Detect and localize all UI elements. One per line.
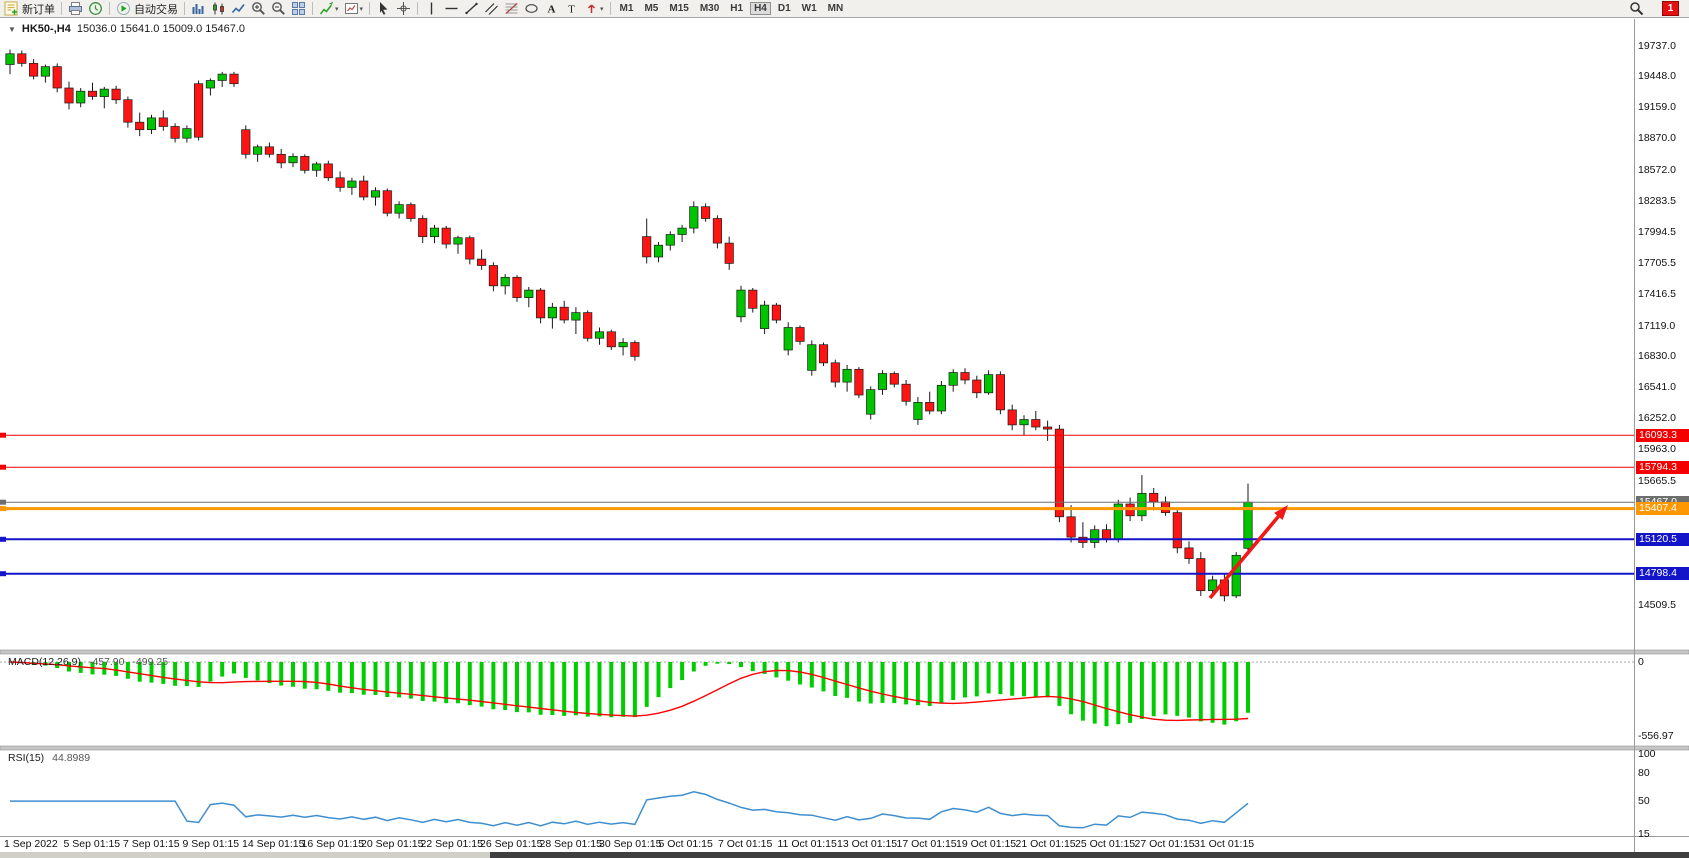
chart-title: ▼ HK50-,H4 15036.0 15641.0 15009.0 15467…	[8, 23, 245, 35]
timeframe-m30-button[interactable]: M30	[699, 3, 720, 14]
horizontal-line-tool-button[interactable]	[442, 0, 461, 17]
new-order-button[interactable]: 新订单	[2, 0, 57, 17]
trend-arrow-annotation[interactable]	[1208, 505, 1288, 600]
channel-tool-button[interactable]	[482, 0, 501, 17]
toolbar-separator	[109, 2, 110, 15]
tile-windows-button[interactable]	[289, 0, 308, 17]
rsi-value: 44.8989	[52, 752, 91, 764]
macd-signal-line	[9, 661, 1249, 722]
macd-signal-value: -499.25	[132, 656, 169, 668]
timeframe-h4-button[interactable]: H4	[750, 2, 771, 15]
macd-histogram	[19, 662, 1250, 727]
support-line-lower[interactable]	[0, 571, 1634, 577]
rsi-indicator-label: RSI(15) 44.8989	[8, 752, 90, 764]
timeframe-h1-button[interactable]: H1	[730, 3, 744, 14]
toolbar-right-group: 1	[1627, 0, 1687, 17]
support-line-upper[interactable]	[0, 536, 1634, 542]
toolbar-separator	[184, 2, 185, 15]
timeframe-w1-button[interactable]: W1	[801, 3, 817, 14]
chart-window: ▼ HK50-,H4 15036.0 15641.0 15009.0 15467…	[0, 19, 1689, 858]
toolbar-separator	[61, 2, 62, 15]
bar-chart-button[interactable]	[189, 0, 208, 17]
notification-badge[interactable]: 1	[1662, 1, 1679, 16]
search-icon[interactable]	[1627, 0, 1646, 17]
macd-main-value: -457.90	[88, 656, 125, 668]
macd-indicator-label: MACD(12,26,9) -457.90 -499.25	[8, 656, 168, 668]
toolbar-separator	[609, 2, 611, 15]
autotrading-button[interactable]: 自动交易	[114, 0, 180, 17]
zoom-in-button[interactable]	[249, 0, 268, 17]
crosshair-tool-button[interactable]	[394, 0, 413, 17]
arrows-tool-button[interactable]	[582, 0, 601, 17]
toolbar-items: 新订单 自动交易 ▾ ▾ A T ▾ M1 M5 M15 M30 H1 H4 D1 W1 MN	[2, 0, 848, 17]
svg-text:A: A	[548, 4, 556, 16]
symbol-period-label: HK50-,H4	[21, 23, 71, 35]
resistance-line-lower[interactable]	[0, 464, 1634, 470]
macd-pane-separator[interactable]	[0, 649, 1689, 655]
indicators-button[interactable]	[317, 0, 336, 17]
timeframe-m1-button[interactable]: M1	[619, 3, 634, 14]
timeframe-mn-button[interactable]: MN	[827, 3, 844, 14]
collapse-triangle-icon[interactable]: ▼	[8, 24, 16, 34]
text-tool-button[interactable]: A	[542, 0, 561, 17]
templates-button[interactable]	[342, 0, 361, 17]
svg-text:T: T	[568, 4, 575, 16]
horizontal-scrollbar[interactable]	[0, 852, 1689, 858]
new-order-button-label: 新订单	[22, 3, 55, 16]
chart-canvas	[0, 19, 1689, 852]
toolbar-separator	[312, 2, 313, 15]
line-chart-button[interactable]	[229, 0, 248, 17]
indicators-dropdown-caret[interactable]: ▾	[335, 5, 339, 13]
candlestick-chart-button[interactable]	[209, 0, 228, 17]
print-button[interactable]	[66, 0, 85, 17]
toolbar-separator	[369, 2, 371, 15]
text-label-tool-button[interactable]: T	[562, 0, 581, 17]
trendline-tool-button[interactable]	[462, 0, 481, 17]
vertical-line-tool-button[interactable]	[422, 0, 441, 17]
fibonacci-tool-button[interactable]	[502, 0, 521, 17]
zoom-out-button[interactable]	[269, 0, 288, 17]
rsi-pane-separator[interactable]	[0, 745, 1689, 751]
shapes-tool-button[interactable]	[522, 0, 541, 17]
rsi-line	[10, 791, 1249, 829]
orange-level-line[interactable]	[0, 506, 1634, 512]
timeframe-d1-button[interactable]: D1	[777, 3, 791, 14]
market-clock-button[interactable]	[86, 0, 105, 17]
ohlc-values-label: 15036.0 15641.0 15009.0 15467.0	[76, 23, 246, 35]
resistance-line-upper[interactable]	[0, 432, 1634, 438]
current-price-line[interactable]	[0, 499, 1634, 505]
arrows-dropdown-caret[interactable]: ▾	[600, 5, 604, 13]
candlestick-series	[5, 49, 1253, 602]
rsi-name-label: RSI(15)	[8, 752, 45, 764]
main-toolbar: 新订单 自动交易 ▾ ▾ A T ▾ M1 M5 M15 M30 H1 H4 D1 W1 MN 1	[0, 0, 1689, 18]
cursor-tool-button[interactable]	[374, 0, 393, 17]
templates-dropdown-caret[interactable]: ▾	[359, 5, 364, 13]
macd-name-label: MACD(12,26,9)	[8, 656, 81, 668]
autotrading-button-label: 自动交易	[134, 3, 178, 16]
timeframe-m5-button[interactable]: M5	[644, 3, 659, 14]
timeframe-m15-button[interactable]: M15	[669, 3, 689, 14]
toolbar-separator	[417, 2, 419, 15]
scrollbar-thumb[interactable]	[490, 852, 1689, 858]
